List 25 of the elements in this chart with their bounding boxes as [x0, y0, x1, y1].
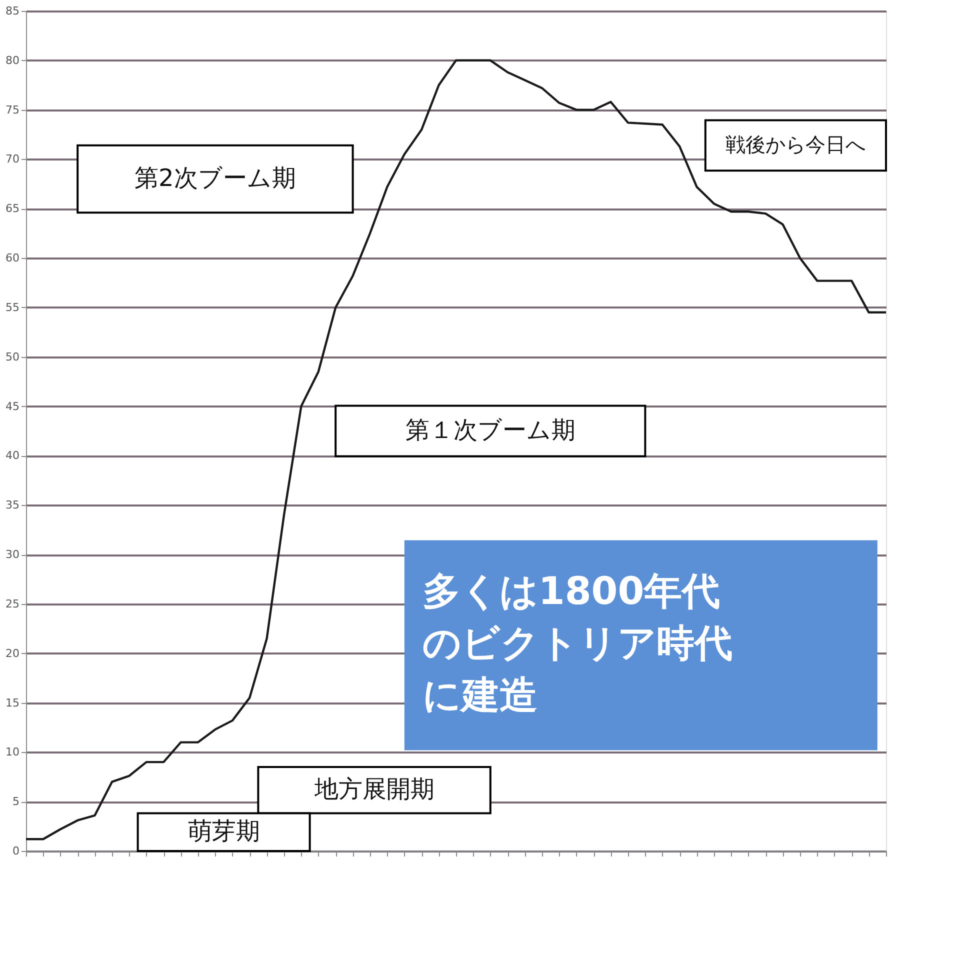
line-series: [24, 59, 888, 840]
y-tick-label: 65: [6, 202, 20, 216]
y-tick-label: 85: [6, 4, 20, 18]
y-tick-label: 5: [12, 795, 20, 808]
y-tick-label: 75: [6, 103, 20, 116]
y-tick-label: 40: [6, 449, 20, 462]
annotation: 萌芽期: [188, 817, 260, 846]
annotation: 地方展開期: [313, 775, 434, 804]
y-tick-label: 50: [6, 350, 20, 364]
y-tick-label: 0: [12, 844, 20, 858]
annotation: 第１次ブーム期: [405, 416, 576, 444]
y-tick-label: 30: [6, 548, 20, 562]
y-tick-label: 60: [6, 252, 20, 265]
y-tick-label: 45: [6, 400, 20, 413]
y-tick-label: 10: [6, 746, 20, 759]
annotation: 戦後から今日へ: [726, 132, 866, 156]
y-tick-label: 70: [6, 152, 20, 166]
y-tick-label: 25: [6, 597, 20, 610]
y-tick-label: 55: [6, 300, 20, 314]
y-tick-label: 20: [6, 646, 20, 660]
annotation: 第2次ブーム期: [134, 164, 296, 192]
y-tick-label: 15: [6, 696, 20, 710]
y-tick-label: 80: [6, 54, 20, 67]
y-tick-label: 35: [6, 498, 20, 512]
annotation: 多くは1800年代のビクトリア時代に建造: [422, 569, 732, 718]
